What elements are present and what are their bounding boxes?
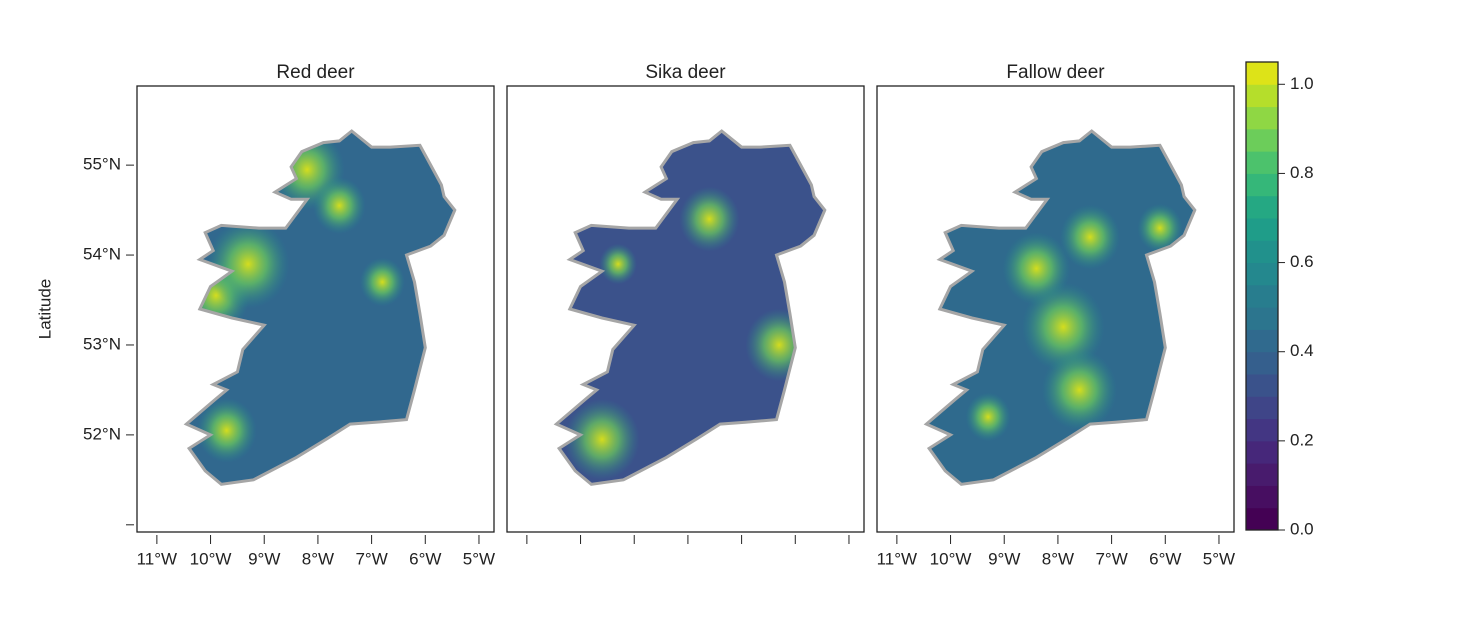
colorbar-band xyxy=(1246,62,1278,85)
colorbar-band xyxy=(1246,195,1278,219)
hotspot xyxy=(313,177,366,234)
hotspot xyxy=(206,219,290,309)
colorbar-band xyxy=(1246,240,1278,264)
hotspot xyxy=(196,397,257,463)
colorbar-band xyxy=(1246,463,1278,486)
land xyxy=(186,131,455,485)
colorbar-band xyxy=(1246,128,1278,152)
colorbar-band xyxy=(1246,351,1278,375)
x-tick-label: 5°W xyxy=(463,549,495,568)
colorbar-band xyxy=(1246,440,1278,464)
hotspot xyxy=(1041,349,1117,431)
colorbar-tick-label: 0.4 xyxy=(1290,341,1314,360)
colorbar-band xyxy=(1246,173,1278,197)
coastline xyxy=(553,129,827,486)
map xyxy=(926,131,1195,485)
colorbar-frame xyxy=(1245,61,1279,531)
panel-frame xyxy=(506,85,865,533)
colorbar-tick-label: 0.2 xyxy=(1290,430,1314,449)
hotspot xyxy=(1060,204,1121,270)
hotspot xyxy=(679,186,740,252)
panel-title: Red deer xyxy=(276,62,355,83)
hotspot xyxy=(745,308,814,382)
colorbar-tick-label: 0.8 xyxy=(1290,163,1314,182)
colorbar-band xyxy=(1246,262,1278,286)
panel-title: Sika deer xyxy=(645,62,726,83)
coastline xyxy=(183,129,457,486)
x-tick-label: 7°W xyxy=(1095,549,1127,568)
x-tick-label: 11°W xyxy=(137,549,178,568)
y-axis-label: Latitude xyxy=(35,279,54,340)
x-tick-label: 11°W xyxy=(877,549,918,568)
land xyxy=(556,131,825,485)
y-tick-label: 52°N xyxy=(83,424,121,443)
colorbar-band xyxy=(1246,84,1278,108)
x-tick-label: 7°W xyxy=(355,549,387,568)
colorbar-band xyxy=(1246,396,1278,420)
colorbar-band xyxy=(1246,151,1278,174)
colorbar-tick-label: 0.0 xyxy=(1290,519,1314,538)
map xyxy=(186,131,455,485)
colorbar-band xyxy=(1246,284,1278,308)
x-tick-label: 9°W xyxy=(248,549,280,568)
panel-frame xyxy=(876,85,1235,533)
hotspot xyxy=(1021,282,1105,372)
x-tick-label: 8°W xyxy=(1042,549,1074,568)
colorbar-band xyxy=(1246,374,1278,397)
map xyxy=(556,131,825,485)
hotspot xyxy=(965,392,1011,442)
coastline xyxy=(923,129,1197,486)
x-tick-label: 10°W xyxy=(190,549,232,568)
colorbar-band xyxy=(1246,485,1278,509)
hotspot xyxy=(359,257,405,307)
colorbar-band xyxy=(1246,106,1278,130)
colorbar-band xyxy=(1246,329,1278,353)
panel-title: Fallow deer xyxy=(1006,62,1105,83)
colorbar-tick-label: 0.6 xyxy=(1290,252,1314,271)
y-tick-label: 54°N xyxy=(83,245,121,264)
y-tick-label: 55°N xyxy=(83,155,121,174)
x-tick-label: 9°W xyxy=(988,549,1020,568)
hotspot xyxy=(1137,203,1183,253)
x-tick-label: 10°W xyxy=(930,549,972,568)
hotspot xyxy=(599,243,637,285)
x-tick-label: 8°W xyxy=(302,549,334,568)
colorbar-band xyxy=(1246,218,1278,241)
x-tick-label: 5°W xyxy=(1203,549,1235,568)
panel-frame xyxy=(136,85,495,533)
x-tick-label: 6°W xyxy=(409,549,441,568)
colorbar-band xyxy=(1246,507,1278,531)
colorbar-band xyxy=(1246,307,1278,330)
colorbar-tick-label: 1.0 xyxy=(1290,74,1314,93)
y-tick-label: 53°N xyxy=(83,334,121,353)
x-tick-label: 6°W xyxy=(1149,549,1181,568)
hotspot xyxy=(564,398,640,480)
colorbar-band xyxy=(1246,418,1278,442)
